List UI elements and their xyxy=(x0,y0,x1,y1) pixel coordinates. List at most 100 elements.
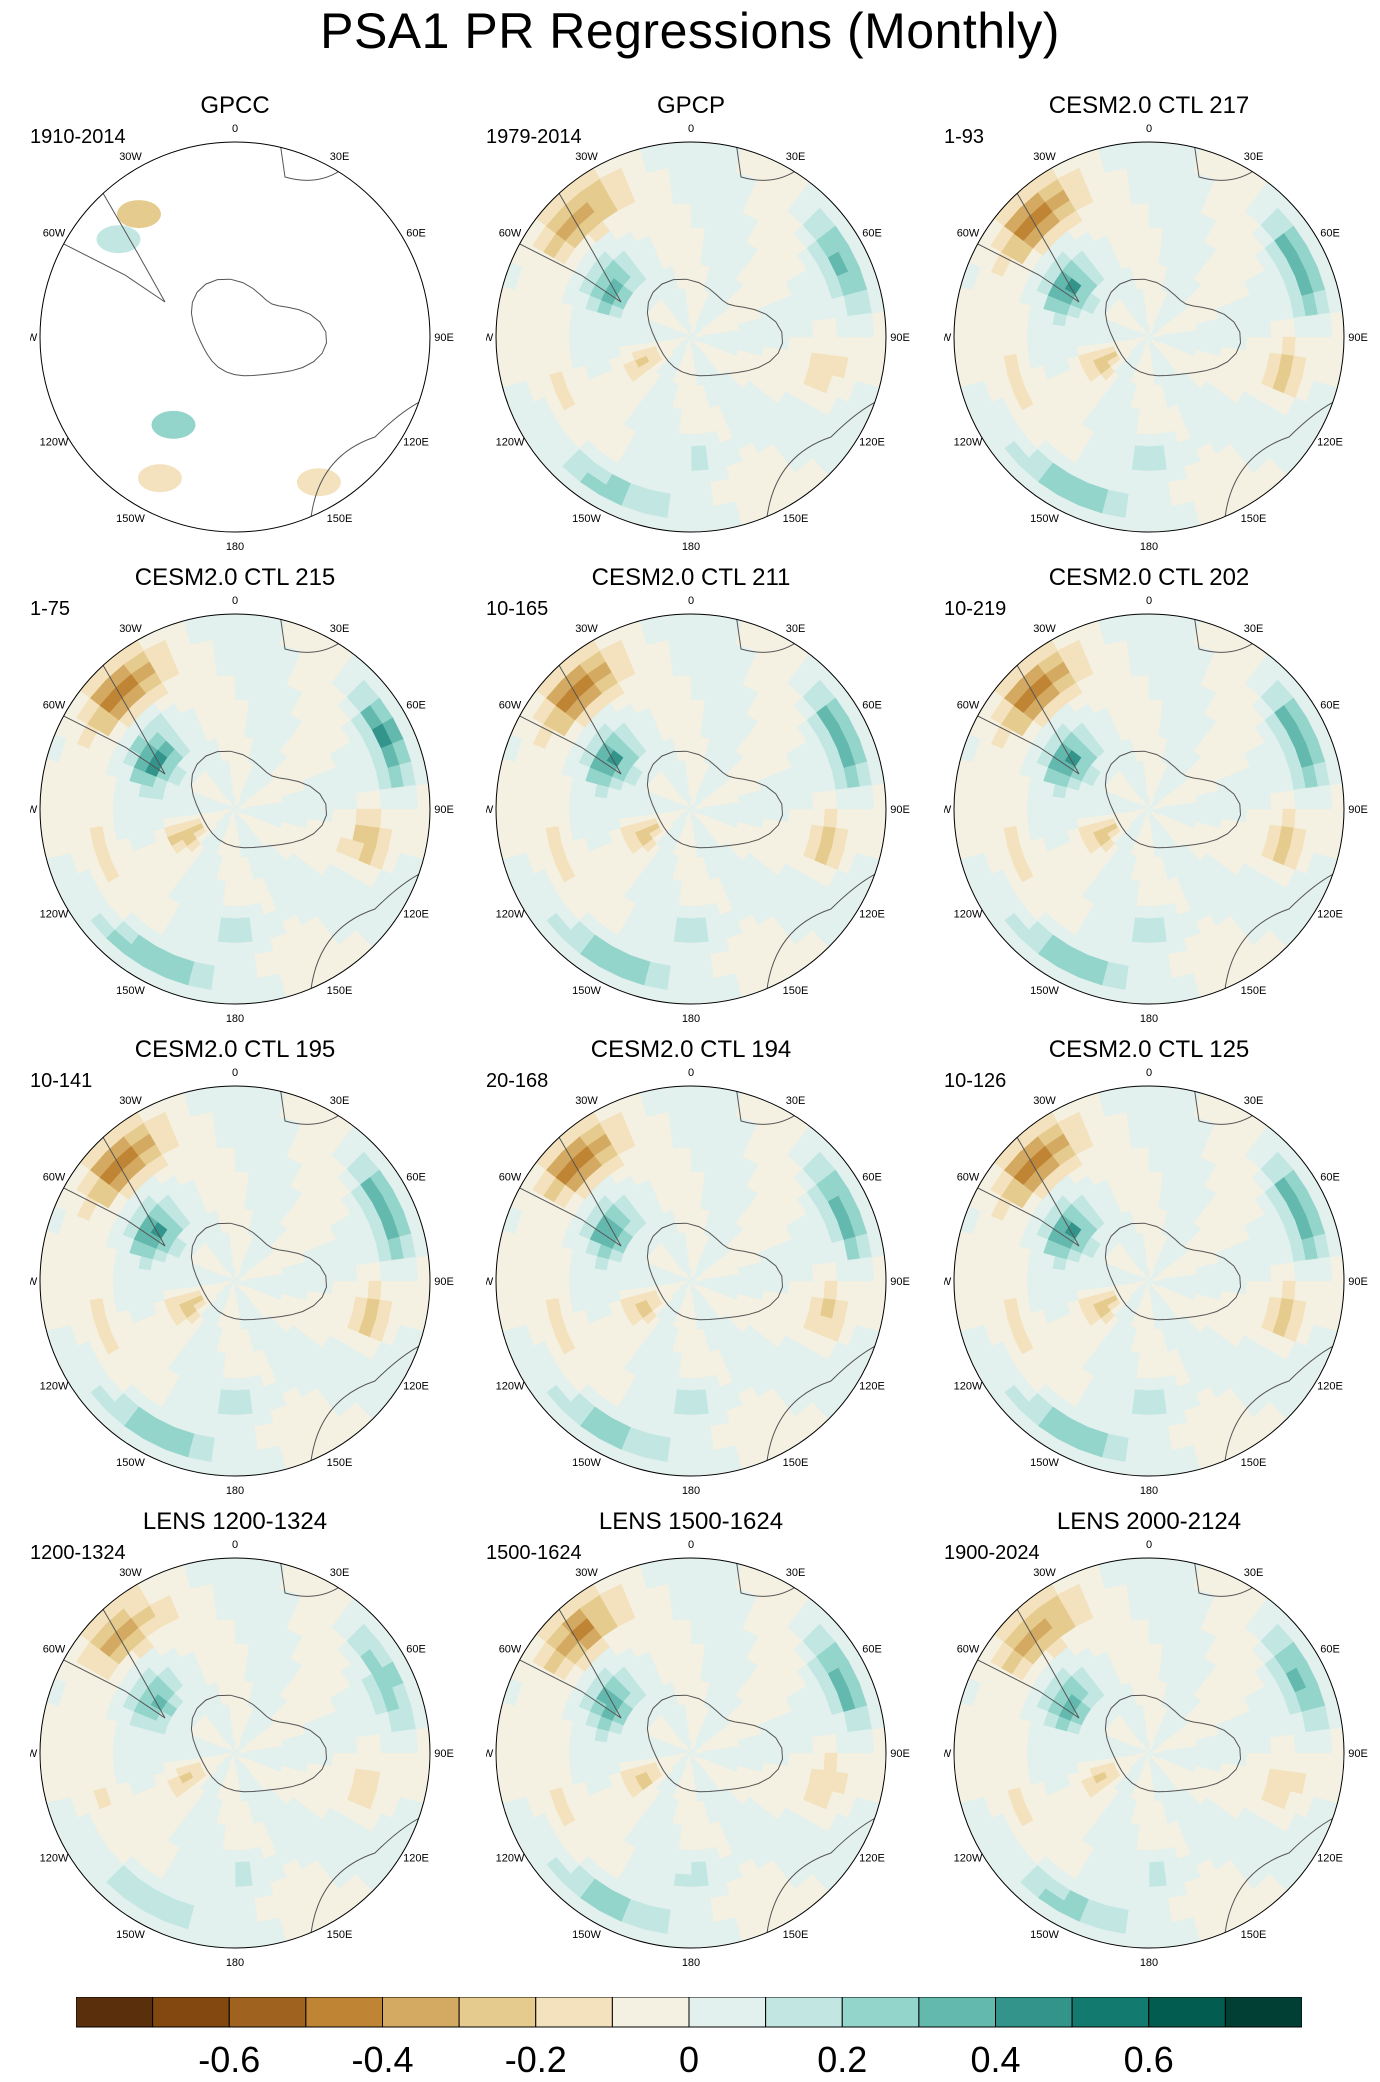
field-cell xyxy=(209,1461,236,1476)
field-cell xyxy=(260,1718,275,1732)
land-precip-patch xyxy=(296,468,341,497)
australia-coastline xyxy=(309,868,430,1000)
south-america-coastline xyxy=(954,1105,1080,1247)
field-cell xyxy=(673,1401,692,1416)
field-cell xyxy=(690,686,708,701)
field-cell xyxy=(1305,314,1320,338)
field-cell xyxy=(1132,917,1150,932)
field-cell xyxy=(727,750,744,767)
field-cell xyxy=(1305,1258,1320,1282)
field-cell xyxy=(1185,1222,1202,1239)
field-cell xyxy=(271,1694,288,1711)
field-cell xyxy=(307,808,321,821)
longitude-label: 150E xyxy=(783,513,809,525)
field-cell xyxy=(307,797,321,810)
longitude-label: 150W xyxy=(572,985,601,997)
longitude-label: 90E xyxy=(434,1748,454,1760)
longitude-label: 0 xyxy=(232,1539,238,1551)
field-cell xyxy=(1081,1357,1101,1377)
field-cell xyxy=(234,953,257,968)
field-cell xyxy=(209,1086,236,1101)
field-cell xyxy=(234,662,255,677)
field-cell xyxy=(210,1449,236,1465)
field-cell xyxy=(690,1280,693,1294)
field-cell xyxy=(212,965,236,980)
field-cell xyxy=(674,917,692,932)
field-cell xyxy=(593,1280,607,1295)
field-cell xyxy=(167,1829,187,1849)
field-cell xyxy=(1148,1849,1164,1864)
field-cell xyxy=(1063,808,1077,821)
field-cell xyxy=(690,625,716,641)
field-cell xyxy=(220,1377,236,1392)
field-cell xyxy=(1081,885,1101,905)
field-cell xyxy=(293,1760,308,1773)
field-cell xyxy=(669,1425,692,1440)
australia-coastline xyxy=(309,1340,430,1472)
field-cell xyxy=(1148,977,1174,993)
field-cell xyxy=(847,1258,862,1282)
longitude-label: 0 xyxy=(1146,123,1152,135)
field-cell xyxy=(1120,738,1134,754)
field-cell xyxy=(295,905,318,926)
field-cell xyxy=(1148,1606,1169,1621)
field-cell xyxy=(724,818,739,829)
field-cell xyxy=(690,965,714,980)
field-cell xyxy=(1126,493,1150,508)
field-cell xyxy=(593,323,607,338)
longitude-label: 30W xyxy=(119,623,142,635)
field-cell xyxy=(666,153,692,169)
panel-title: LENS 1500-1624 xyxy=(598,1508,784,1535)
field-cell xyxy=(727,1222,744,1239)
field-cell xyxy=(307,1752,321,1765)
field-cell xyxy=(690,153,716,169)
field-cell xyxy=(234,686,252,701)
field-cell xyxy=(847,1730,862,1754)
field-cell xyxy=(671,1413,692,1428)
field-cell xyxy=(690,1273,703,1282)
field-cell xyxy=(1221,325,1235,338)
field-cell xyxy=(1131,929,1150,944)
field-cell xyxy=(282,800,297,810)
map-panel: 030E60E90E120E150E180150W120W90W60W30WCE… xyxy=(486,1036,926,1506)
field-cell xyxy=(593,795,607,810)
field-cell xyxy=(1207,344,1222,357)
field-cell xyxy=(1148,1861,1166,1876)
field-cell xyxy=(234,1437,258,1452)
field-cell xyxy=(1063,1269,1077,1282)
field-cell xyxy=(1074,1647,1095,1667)
polar-map: 030E60E90E120E150E180150W120W90W60W30W xyxy=(944,1539,1368,1969)
longitude-label: 90W xyxy=(486,332,494,344)
longitude-label: 30W xyxy=(575,1095,598,1107)
field-cell xyxy=(213,650,236,665)
field-cell xyxy=(234,808,237,822)
field-cell xyxy=(835,1731,850,1754)
field-cell xyxy=(1148,178,1171,193)
field-cell xyxy=(1051,336,1065,351)
precip-field xyxy=(40,1558,430,1948)
map-boundary xyxy=(39,141,431,533)
field-cell xyxy=(1026,320,1041,338)
field-cell xyxy=(234,1097,260,1113)
longitude-label: 30W xyxy=(1033,623,1056,635)
longitude-label: 0 xyxy=(232,1067,238,1079)
field-cell xyxy=(218,917,236,932)
field-cell xyxy=(215,815,227,827)
field-cell xyxy=(1221,336,1235,349)
field-cell xyxy=(787,1864,813,1889)
field-cell xyxy=(1195,1628,1217,1648)
field-cell xyxy=(580,336,595,352)
field-cell xyxy=(605,1741,619,1754)
field-cell xyxy=(1182,346,1197,357)
field-cell xyxy=(1164,864,1178,880)
field-cell xyxy=(1026,1264,1041,1282)
field-cell xyxy=(1148,493,1172,508)
field-cell xyxy=(605,1752,619,1765)
field-cell xyxy=(749,1760,764,1773)
field-cell xyxy=(751,327,765,338)
field-cell xyxy=(665,1933,692,1948)
field-cell xyxy=(731,1587,757,1607)
australia-coastline xyxy=(1223,1340,1344,1472)
field-cell xyxy=(671,1134,692,1149)
longitude-label: 120E xyxy=(403,909,429,921)
